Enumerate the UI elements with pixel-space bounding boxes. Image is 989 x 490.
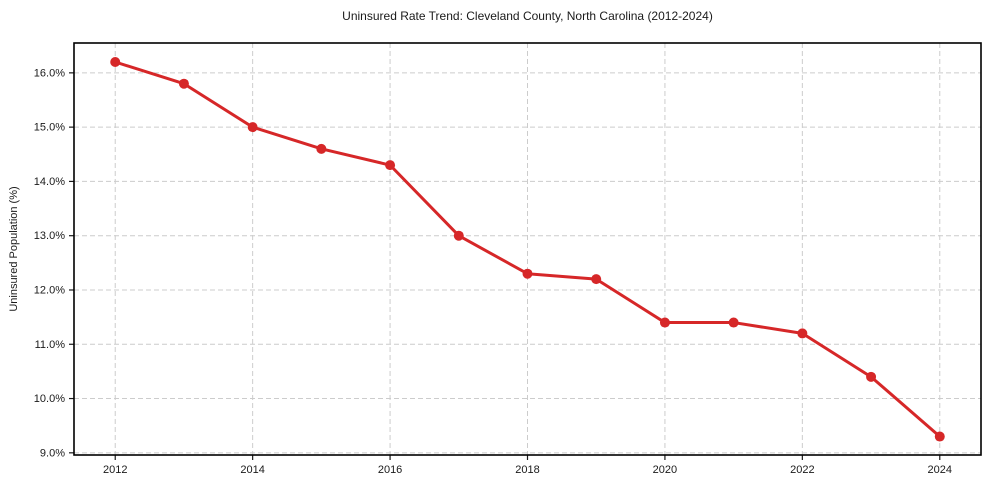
data-point [247,122,258,133]
y-tick-label: 11.0% [35,339,66,351]
data-point [316,143,327,154]
data-point [385,160,396,171]
y-tick-label: 9.0% [40,447,65,459]
x-tick-label: 2022 [790,464,814,476]
x-tick-label: 2024 [928,464,952,476]
x-tick-label: 2012 [103,464,127,476]
y-tick-label: 12.0% [34,284,65,296]
y-tick-label: 15.0% [34,122,65,134]
x-tick-label: 2018 [515,464,539,476]
data-point [178,78,189,89]
data-point [934,431,945,442]
data-point [591,274,602,285]
plot-border [73,42,982,456]
y-tick-label: 10.0% [34,393,65,405]
data-point [866,371,877,382]
y-tick-label: 13.0% [34,230,65,242]
data-point [453,230,464,241]
chart-title: Uninsured Rate Trend: Cleveland County, … [342,9,713,23]
y-tick-label: 16.0% [34,67,65,79]
data-point [728,317,739,328]
data-point [659,317,670,328]
y-tick-label: 14.0% [34,176,65,188]
data-point [110,56,121,67]
x-tick-label: 2014 [240,464,264,476]
x-tick-label: 2016 [378,464,402,476]
x-tick-label: 2020 [653,464,677,476]
data-point [522,268,533,279]
data-point [797,328,808,339]
